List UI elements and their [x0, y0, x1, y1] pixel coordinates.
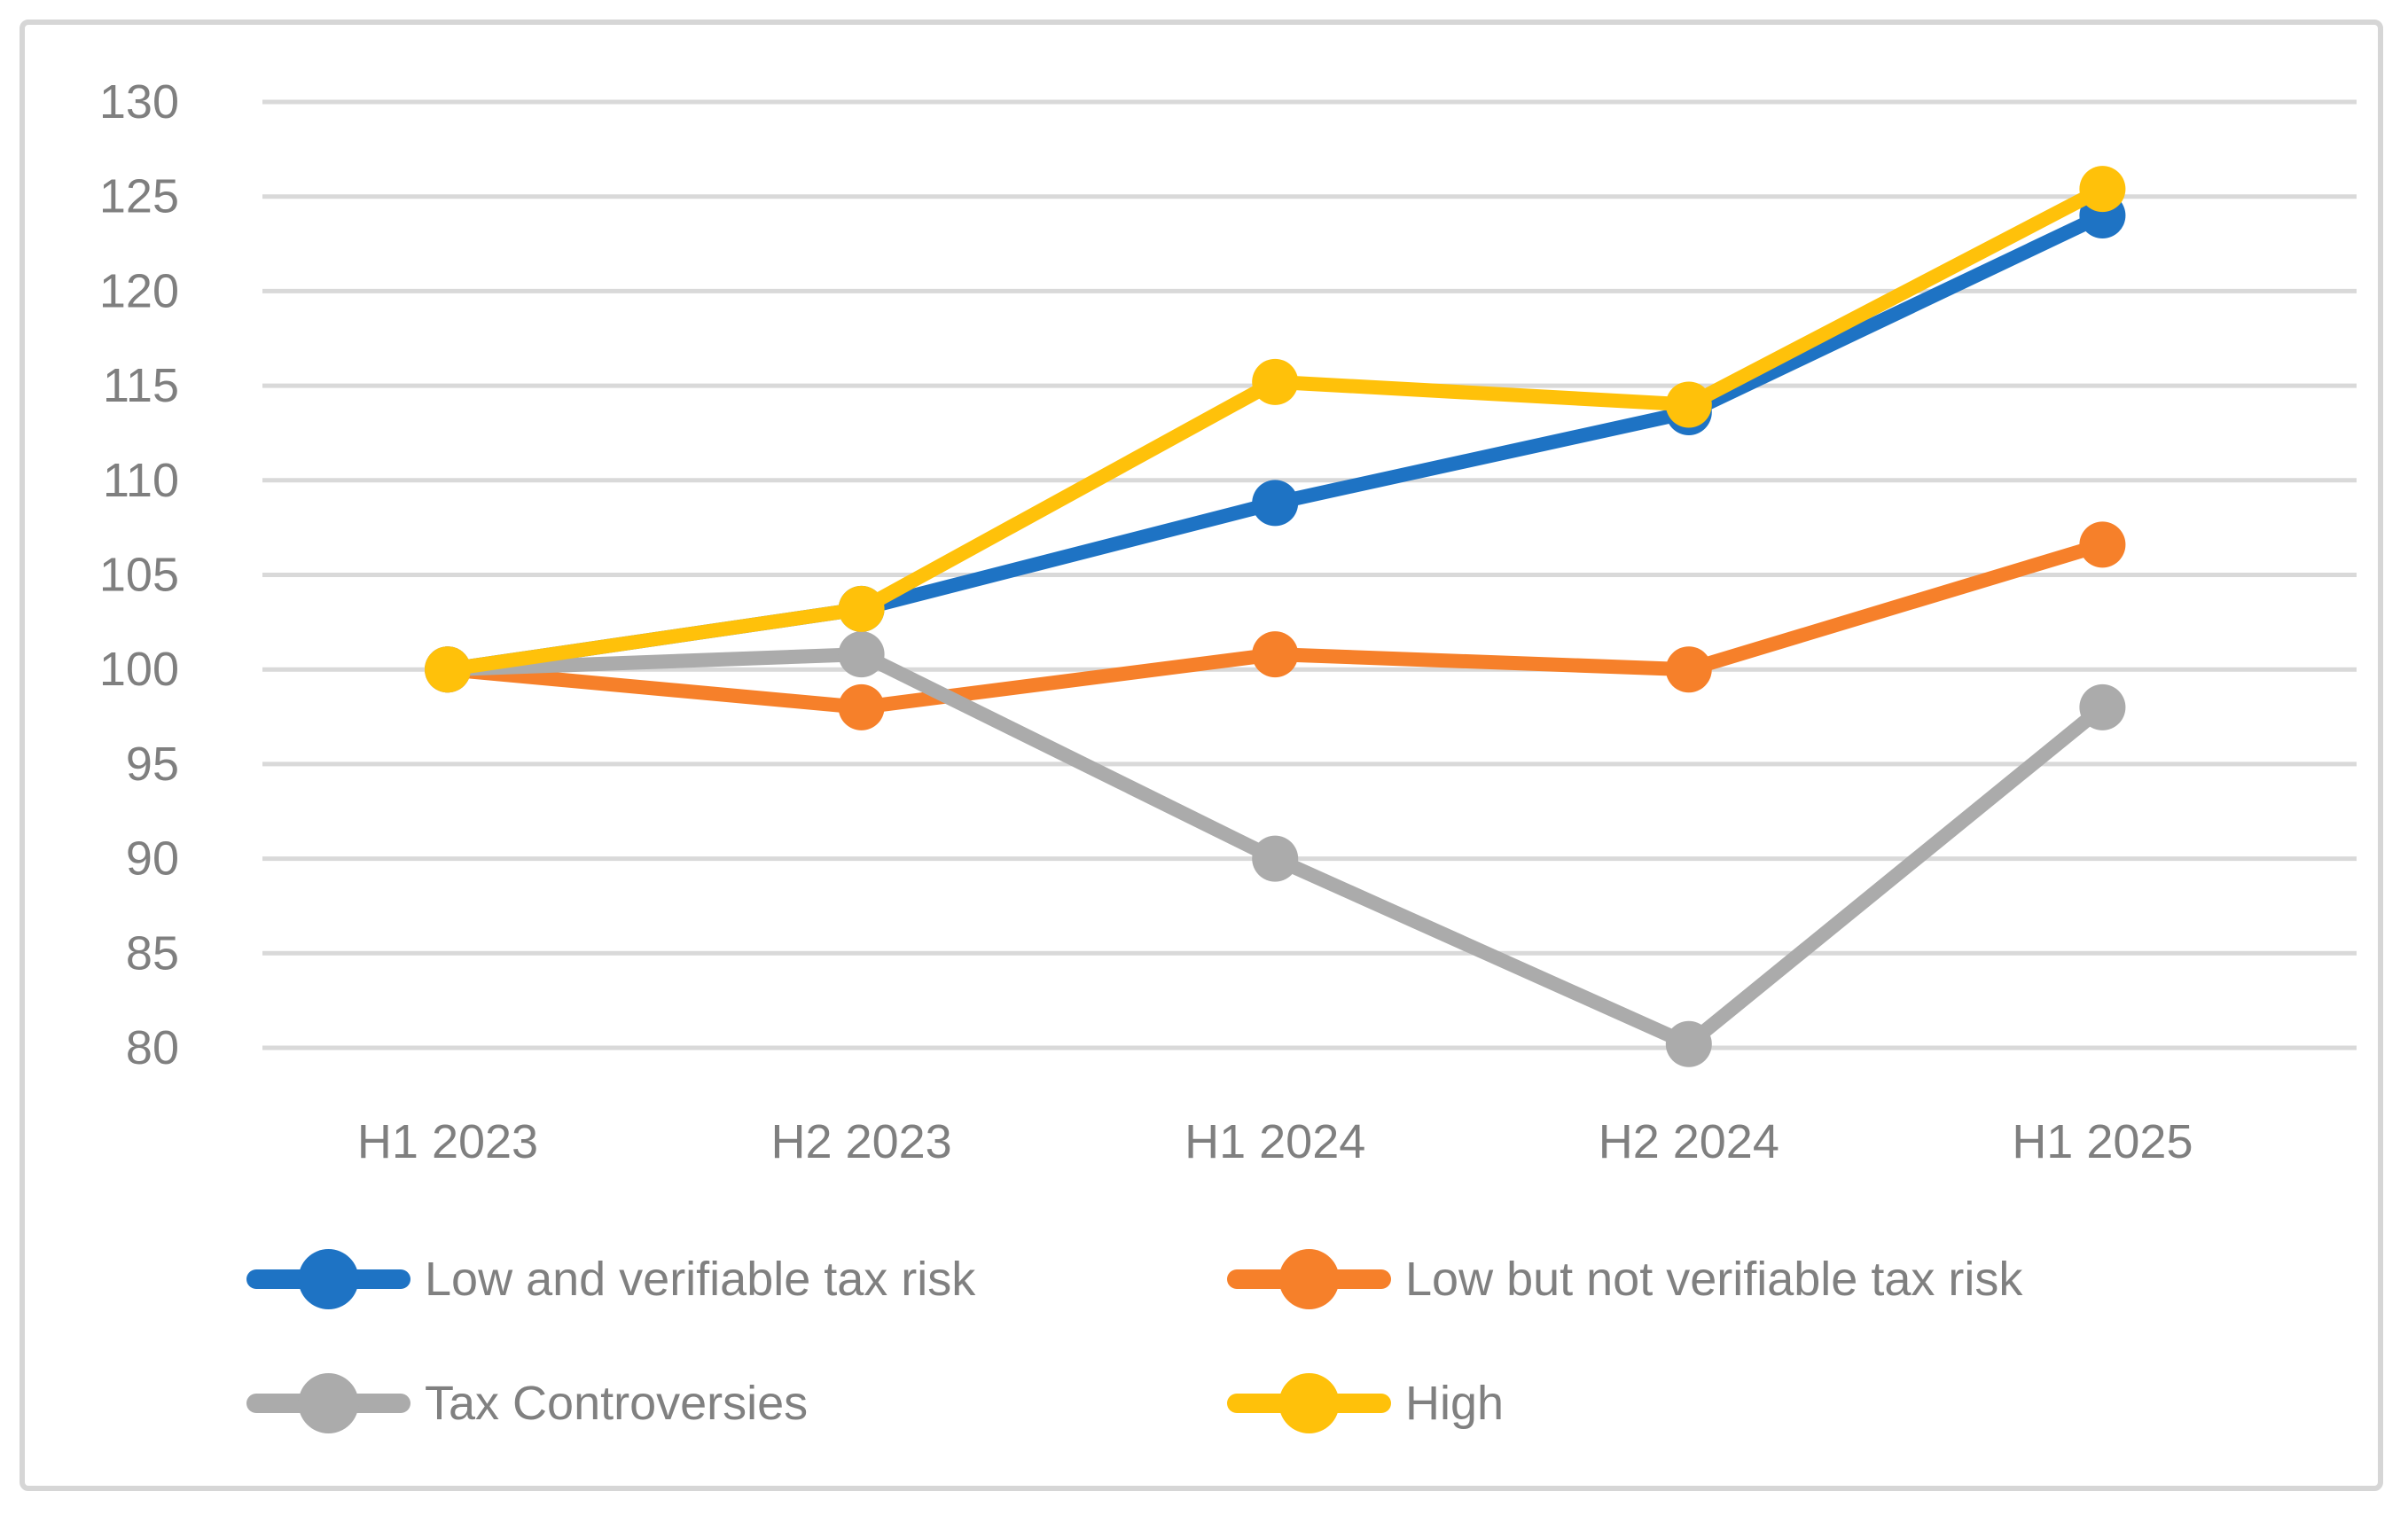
y-tick-label: 100 — [99, 643, 179, 696]
x-tick-label: H2 2023 — [771, 1115, 952, 1168]
y-tick-label: 115 — [103, 359, 179, 412]
data-point — [2079, 683, 2126, 730]
series-line — [441, 537, 2110, 715]
y-tick-label: 120 — [99, 264, 179, 317]
data-point — [425, 646, 471, 693]
data-point — [1252, 631, 1299, 678]
x-tick-label: H1 2024 — [1184, 1115, 1365, 1168]
data-point — [1252, 835, 1299, 882]
data-point — [1665, 646, 1712, 693]
y-tick-label: 110 — [103, 454, 179, 507]
y-tick-label: 80 — [126, 1021, 179, 1074]
data-point — [1252, 358, 1299, 405]
x-tick-label: H1 2025 — [2012, 1115, 2193, 1168]
legend-label: High — [1405, 1377, 1504, 1430]
legend-swatch-dot — [298, 1373, 359, 1433]
data-point — [838, 585, 885, 632]
legend-swatch-dot — [298, 1249, 359, 1309]
y-tick-label: 90 — [126, 832, 179, 886]
data-point — [1252, 480, 1299, 527]
data-point — [838, 631, 885, 678]
legend-swatch-dot — [1278, 1373, 1340, 1433]
y-tick-label: 130 — [99, 75, 179, 129]
y-tick-label: 85 — [126, 926, 179, 980]
y-tick-label: 105 — [99, 549, 179, 602]
y-tick-label: 125 — [99, 170, 179, 223]
legend-label: Tax Controversies — [425, 1377, 808, 1430]
data-point — [2079, 166, 2126, 213]
data-point — [838, 683, 885, 730]
data-point — [2079, 521, 2126, 568]
legend-label: Low and verifiable tax risk — [425, 1253, 976, 1306]
x-tick-label: H1 2023 — [357, 1115, 538, 1168]
line-chart: 80 85 90 95 100 105 110 115 120 125 130 H1 2023 H2 2… — [99, 75, 2357, 1433]
series-line — [441, 182, 2110, 677]
data-point — [1665, 1020, 1712, 1067]
legend-swatch-dot — [1278, 1249, 1340, 1309]
x-tick-label: H2 2024 — [1599, 1115, 1779, 1168]
y-tick-label: 95 — [126, 738, 179, 791]
legend-label: Low but not verifiable tax risk — [1405, 1253, 2023, 1306]
series-line — [441, 208, 2110, 677]
data-point — [1665, 381, 1712, 428]
chart-frame: 80 85 90 95 100 105 110 115 120 125 130 H1 2023 H2 2… — [20, 20, 2383, 1491]
